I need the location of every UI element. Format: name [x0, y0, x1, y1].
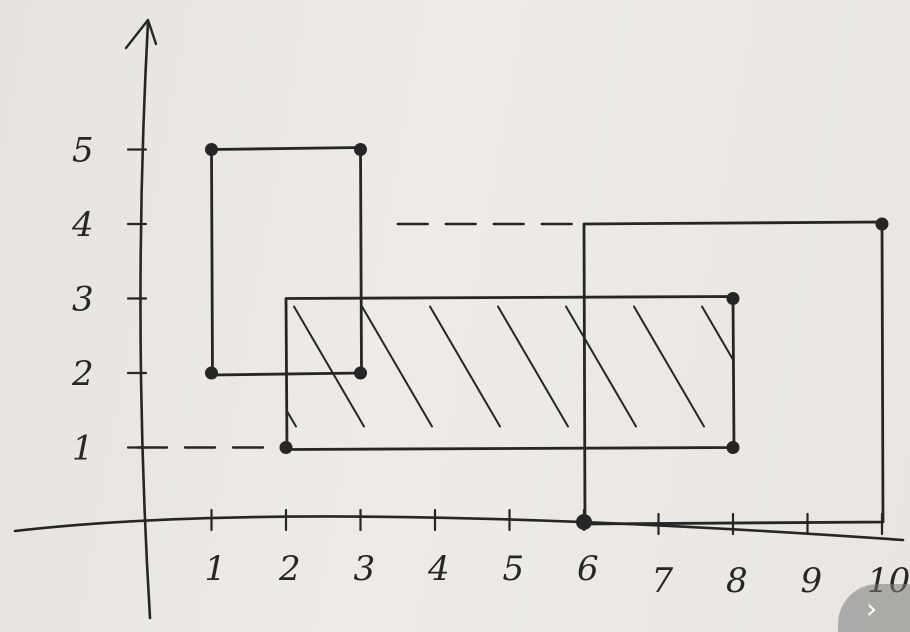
x-tick-label: 1 [205, 549, 227, 589]
x-tick-label: 6 [577, 549, 599, 589]
hatch-line [293, 305, 365, 428]
x-tick-label: 7 [652, 561, 674, 601]
corner-point [354, 143, 367, 156]
hatch-line [565, 305, 637, 428]
chevron-right-icon: › [866, 592, 878, 625]
x-tick-label: 9 [801, 561, 823, 601]
y-tick-label: 4 [71, 205, 94, 245]
rectangle [582, 220, 885, 526]
y-tick-label: 5 [72, 131, 94, 171]
x-tick-label: 2 [278, 549, 301, 589]
corner-point [726, 441, 740, 454]
hatch-line [633, 305, 705, 428]
hatch-line [770, 307, 840, 427]
corner-point [205, 366, 218, 380]
hatch-lines [286, 305, 840, 428]
corner-point [875, 217, 889, 231]
hatch-line [429, 305, 501, 428]
y-tick-label: 3 [72, 280, 94, 320]
x-tick-label: 4 [427, 549, 450, 589]
corner-point [576, 514, 592, 530]
y-axis-arrowhead [124, 18, 158, 50]
corner-point [354, 366, 367, 380]
corner-point [279, 441, 293, 454]
hatch-line [497, 305, 569, 428]
hatch-line [701, 305, 733, 362]
y-axis [139, 20, 152, 620]
y-tick-label: 2 [71, 354, 94, 394]
x-axis [13, 515, 905, 542]
x-tick-label: 3 [354, 549, 376, 589]
y-tick-label: 1 [72, 429, 94, 469]
x-tick-label: 5 [503, 549, 525, 589]
corner-point [205, 143, 218, 156]
x-tick-label: 8 [726, 561, 748, 601]
hatch-line [361, 305, 433, 428]
corner-point [726, 292, 740, 305]
